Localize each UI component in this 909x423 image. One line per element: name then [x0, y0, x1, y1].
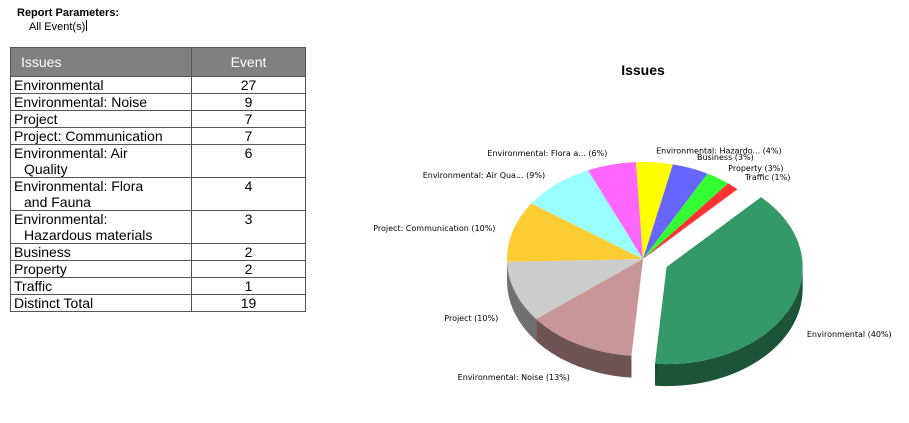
- table-row: Environmental: Flora and Fauna 4: [10, 177, 306, 211]
- table-row: Project: Communication 7: [10, 127, 306, 145]
- event-cell: 27: [191, 76, 306, 94]
- table-row: Environmental: Air Quality 6: [10, 144, 306, 178]
- event-cell: 19: [191, 294, 306, 312]
- table-header-row: Issues Event: [10, 47, 306, 77]
- pie-label-project-communication: Project: Communication (10%): [373, 224, 495, 233]
- chart-title: Issues: [621, 62, 665, 78]
- pie-labels: Environmental (40%) Environmental: Noise …: [373, 146, 891, 382]
- pie-slice-traffic[interactable]: [643, 183, 738, 259]
- column-header-event[interactable]: Event: [191, 47, 306, 77]
- table-row: Environmental: Noise 9: [10, 93, 306, 111]
- event-cell: 3: [191, 210, 306, 244]
- table-row: Environmental: Hazardous materials 3: [10, 210, 306, 244]
- pie-side-environmental-noise: [536, 318, 632, 378]
- pie-slice-environmental[interactable]: [655, 197, 803, 365]
- pie-label-environmental-noise: Environmental: Noise (13%): [458, 373, 570, 382]
- pie-label-traffic: Traffic (1%): [744, 173, 791, 182]
- pie-label-environmental-air-quality: Environmental: Air Qua... (9%): [423, 171, 545, 180]
- pie-slice-environmental-flora-and-fauna[interactable]: [588, 162, 643, 259]
- issues-table: Issues Event Environmental 27 Environment…: [10, 47, 306, 312]
- event-cell: 2: [191, 243, 306, 261]
- pie-label-environmental-flora-and-fauna: Environmental: Flora a... (6%): [487, 149, 607, 158]
- pie-slice-project-communication[interactable]: [507, 203, 643, 262]
- pie-label-property: Property (3%): [728, 164, 783, 173]
- event-cell: 6: [191, 144, 306, 178]
- issue-cell: Distinct Total: [10, 294, 192, 312]
- table-row: Business 2: [10, 243, 306, 261]
- pie-slice-business[interactable]: [643, 164, 708, 259]
- pie-slices: [507, 162, 803, 387]
- table-row: Property 2: [10, 260, 306, 278]
- issue-cell: Property: [10, 260, 192, 278]
- pie-label-environmental-hazardous-materials: Environmental: Hazardo... (4%): [656, 146, 782, 155]
- pie-side-project: [507, 261, 537, 341]
- issue-cell: Environmental: Flora and Fauna: [10, 177, 192, 211]
- report-parameters-value: All Event(s): [29, 20, 88, 33]
- event-cell: 7: [191, 127, 306, 145]
- table-row: Project 7: [10, 110, 306, 128]
- report-parameters-title: Report Parameters:: [17, 7, 120, 19]
- issue-cell: Environmental: Hazardous materials: [10, 210, 192, 244]
- issues-pie-chart: Issues Environmental (40%) Environmental:…: [373, 62, 892, 387]
- issue-cell: Business: [10, 243, 192, 261]
- pie-slice-property[interactable]: [643, 173, 729, 259]
- table-row: Environmental 27: [10, 76, 306, 94]
- event-cell: 7: [191, 110, 306, 128]
- event-cell: 1: [191, 277, 306, 295]
- issue-cell: Project: [10, 110, 192, 128]
- issue-cell: Project: Communication: [10, 127, 192, 145]
- pie-slice-environmental-air-quality[interactable]: [531, 170, 643, 259]
- event-cell: 2: [191, 260, 306, 278]
- column-header-issues[interactable]: Issues: [10, 47, 192, 77]
- pie-slice-project[interactable]: [507, 259, 643, 319]
- issue-cell: Environmental: Air Quality: [10, 144, 192, 178]
- issue-cell: Environmental: Noise: [10, 93, 192, 111]
- pie-slice-environmental-noise[interactable]: [536, 259, 643, 356]
- issue-cell: Environmental: [10, 76, 192, 94]
- pie-label-business: Business (3%): [697, 153, 754, 162]
- text-cursor: [86, 20, 88, 31]
- pie-side-environmental: [655, 267, 803, 387]
- pie-label-environmental: Environmental (40%): [807, 330, 892, 339]
- report-parameters: Report Parameters: All Event(s): [17, 6, 119, 34]
- issue-cell: Traffic: [10, 277, 192, 295]
- table-row: Traffic 1: [10, 277, 306, 295]
- table-row-total: Distinct Total 19: [10, 294, 306, 312]
- pie-label-project: Project (10%): [444, 314, 498, 323]
- event-cell: 4: [191, 177, 306, 211]
- event-cell: 9: [191, 93, 306, 111]
- pie-slice-environmental-hazardous-materials[interactable]: [635, 162, 673, 259]
